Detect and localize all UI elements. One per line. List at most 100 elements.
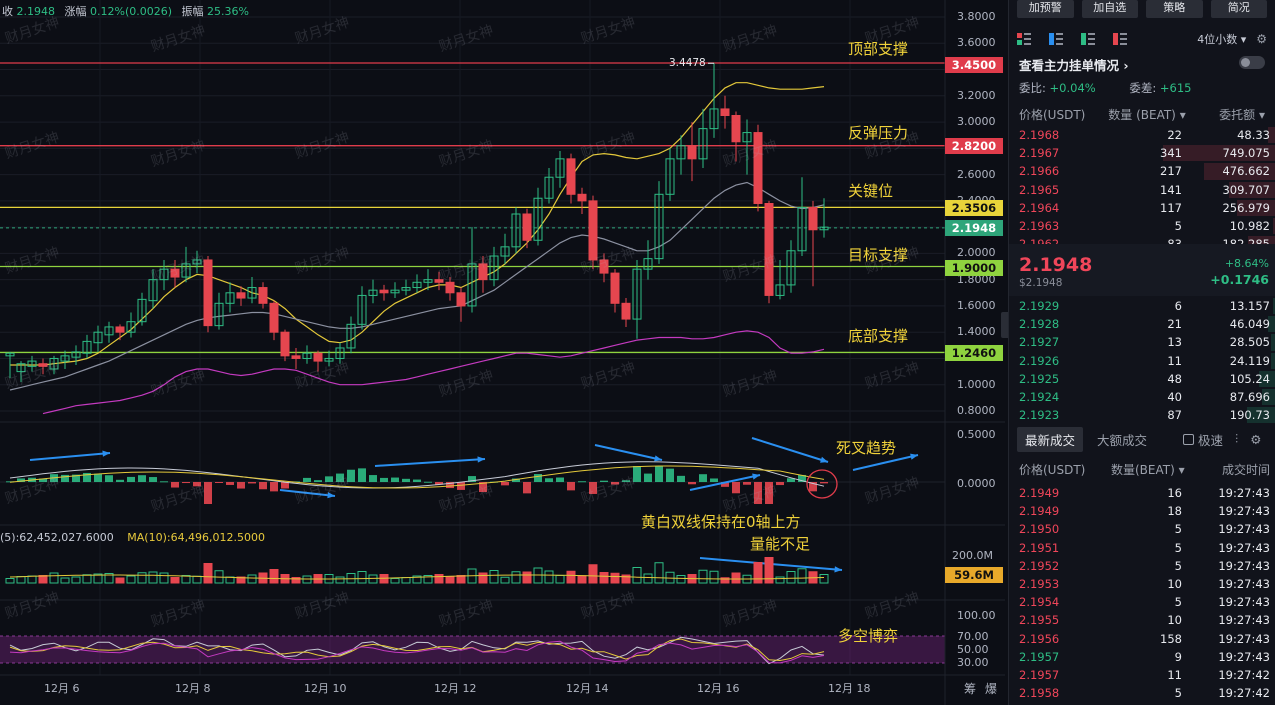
price-axis-label: 1.0000 — [957, 377, 996, 391]
price-axis-label: 2.6000 — [957, 167, 996, 181]
volume-axis-max: 200.0M — [952, 549, 993, 562]
ob-col-qty[interactable]: 数量 (BEAT) ▾ — [1108, 108, 1186, 122]
rsi-axis-70: 70.00 — [957, 630, 989, 643]
volume-bar — [555, 575, 565, 584]
chart-area[interactable]: 收 2.1948 涨幅 0.12%(0.0026) 振幅 25.36% (5):… — [0, 0, 1005, 705]
bid-total: 105.24 — [1229, 371, 1270, 386]
trade-time: 19:27:42 — [1218, 667, 1270, 682]
macd-bar — [754, 482, 762, 504]
macd-bar — [336, 473, 344, 482]
change-value: 0.12%(0.0026) — [90, 5, 173, 18]
ob-col-total-label: 委托额 — [1219, 108, 1256, 122]
trade-qty: 5 — [1174, 595, 1182, 610]
fast-mode-checkbox[interactable] — [1183, 433, 1195, 445]
bid-row[interactable]: 2.1924 40 87.696 — [1009, 388, 1275, 406]
bid-row[interactable]: 2.1928 21 46.049 — [1009, 315, 1275, 333]
tab-large-trades[interactable]: 大额成交 — [1097, 432, 1148, 448]
settings-icon[interactable]: ⚙ — [1256, 32, 1267, 46]
tab-latest-trades[interactable]: 最新成交 — [1017, 426, 1084, 452]
trade-price: 2.1952 — [1019, 558, 1060, 573]
candle-body — [456, 292, 466, 307]
ask-total: 48.33 — [1237, 128, 1270, 142]
macd-bar — [424, 481, 432, 483]
liquidation-button[interactable]: 爆 — [985, 682, 998, 696]
bid-row[interactable]: 2.1925 48 105.24 — [1009, 370, 1275, 388]
macd-bar — [149, 477, 157, 482]
macd-bar — [325, 476, 333, 482]
overview-button[interactable]: 简况 — [1210, 0, 1267, 18]
ask-row[interactable]: 2.1966 217 476.662 — [1009, 162, 1275, 180]
trade-row: 2.1958 5 19:27:42 — [1009, 684, 1275, 702]
filter-icon[interactable]: ⫶ — [1235, 431, 1239, 446]
kline-chart[interactable] — [0, 0, 1005, 705]
ask-price: 2.1963 — [1019, 218, 1060, 233]
main-force-toggle[interactable] — [1239, 56, 1265, 69]
trade-price: 2.1956 — [1019, 631, 1060, 646]
price-axis-label: 1.4000 — [957, 325, 996, 339]
depth-bar — [1163, 145, 1275, 162]
candle-body — [621, 302, 631, 320]
orderbook-asks-icon[interactable] — [1081, 33, 1095, 45]
bid-row[interactable]: 2.1929 6 13.157 — [1009, 297, 1275, 315]
trade-qty: 5 — [1174, 522, 1182, 537]
volume-bar — [357, 571, 367, 584]
candle-body — [610, 272, 620, 304]
add-watchlist-button[interactable]: 加自选 — [1081, 0, 1138, 18]
main-force-row[interactable]: 查看主力挂单情况 › — [1019, 55, 1265, 73]
volume-bar — [236, 576, 246, 584]
bid-row[interactable]: 2.1923 87 190.73 — [1009, 406, 1275, 424]
candle-body — [368, 289, 378, 296]
volume-ma-line — [9, 574, 825, 580]
trade-price: 2.1954 — [1019, 595, 1060, 610]
trade-time: 19:27:43 — [1218, 504, 1270, 519]
ob-col-total[interactable]: 委托额 ▾ — [1219, 108, 1265, 122]
precision-dropdown[interactable]: 4位小数 ▾ — [1197, 31, 1246, 47]
macd-dif-line — [9, 461, 825, 489]
trade-qty: 5 — [1174, 558, 1182, 573]
orderbook-bids-icon[interactable] — [1049, 33, 1063, 45]
bid-price: 2.1928 — [1019, 317, 1060, 332]
candle-body — [16, 363, 26, 373]
macd-bar — [369, 475, 377, 482]
rsi-axis-100: 100.00 — [957, 609, 996, 622]
add-alert-button[interactable]: 加预警 — [1017, 0, 1074, 18]
trade-qty: 11 — [1167, 667, 1182, 682]
ask-qty: 141 — [1160, 182, 1182, 197]
macd-bar — [94, 473, 102, 482]
price-tag-target: 1.9000 — [945, 260, 1003, 276]
bid-row[interactable]: 2.1926 11 24.119 — [1009, 352, 1275, 370]
ask-qty: 217 — [1160, 164, 1182, 179]
order-ratio-row: 委比: +0.04% 委差: +615 — [1019, 80, 1221, 96]
ask-row[interactable]: 2.1967 341 749.075 — [1009, 144, 1275, 162]
trade-qty: 10 — [1167, 576, 1182, 591]
ask-row[interactable]: 2.1963 5 10.982 — [1009, 217, 1275, 235]
annotation-bull-bear: 多空博弈 — [838, 627, 899, 645]
panel-collapse-handle[interactable] — [1001, 312, 1008, 338]
macd-bar — [237, 482, 245, 489]
macd-bar — [83, 472, 91, 482]
ask-row[interactable]: 2.1965 141 309.707 — [1009, 181, 1275, 199]
candle-body — [555, 158, 565, 178]
candle-body — [720, 108, 730, 117]
volume-bar — [698, 569, 708, 584]
orderbook-both-icon[interactable] — [1017, 33, 1031, 45]
settings-icon[interactable]: ⚙ — [1250, 431, 1262, 447]
annotation-death-cross: 死叉趋势 — [836, 439, 897, 457]
volume-bar — [786, 571, 796, 584]
ask-row[interactable]: 2.1968 22 48.33 — [1009, 126, 1275, 144]
annotation-bottom-support: 底部支撑 — [848, 327, 909, 345]
volume-bar — [544, 570, 554, 584]
candle-body — [280, 331, 290, 357]
chip-distribution-button[interactable]: 筹 — [964, 682, 977, 696]
annotation-key-level: 关键位 — [848, 182, 894, 200]
volume-bar — [368, 574, 378, 584]
orderbook-sell-icon[interactable] — [1113, 33, 1127, 45]
bid-total: 190.73 — [1229, 408, 1270, 423]
trades-col-qty[interactable]: 数量(BEAT) ▾ — [1111, 463, 1185, 477]
bid-row[interactable]: 2.1927 13 28.505 — [1009, 333, 1275, 351]
candle-body — [643, 258, 653, 270]
depth-bar — [1268, 316, 1275, 333]
strategy-button[interactable]: 策略 — [1146, 0, 1203, 18]
macd-bar — [61, 474, 69, 482]
ask-row[interactable]: 2.1964 117 256.979 — [1009, 199, 1275, 217]
